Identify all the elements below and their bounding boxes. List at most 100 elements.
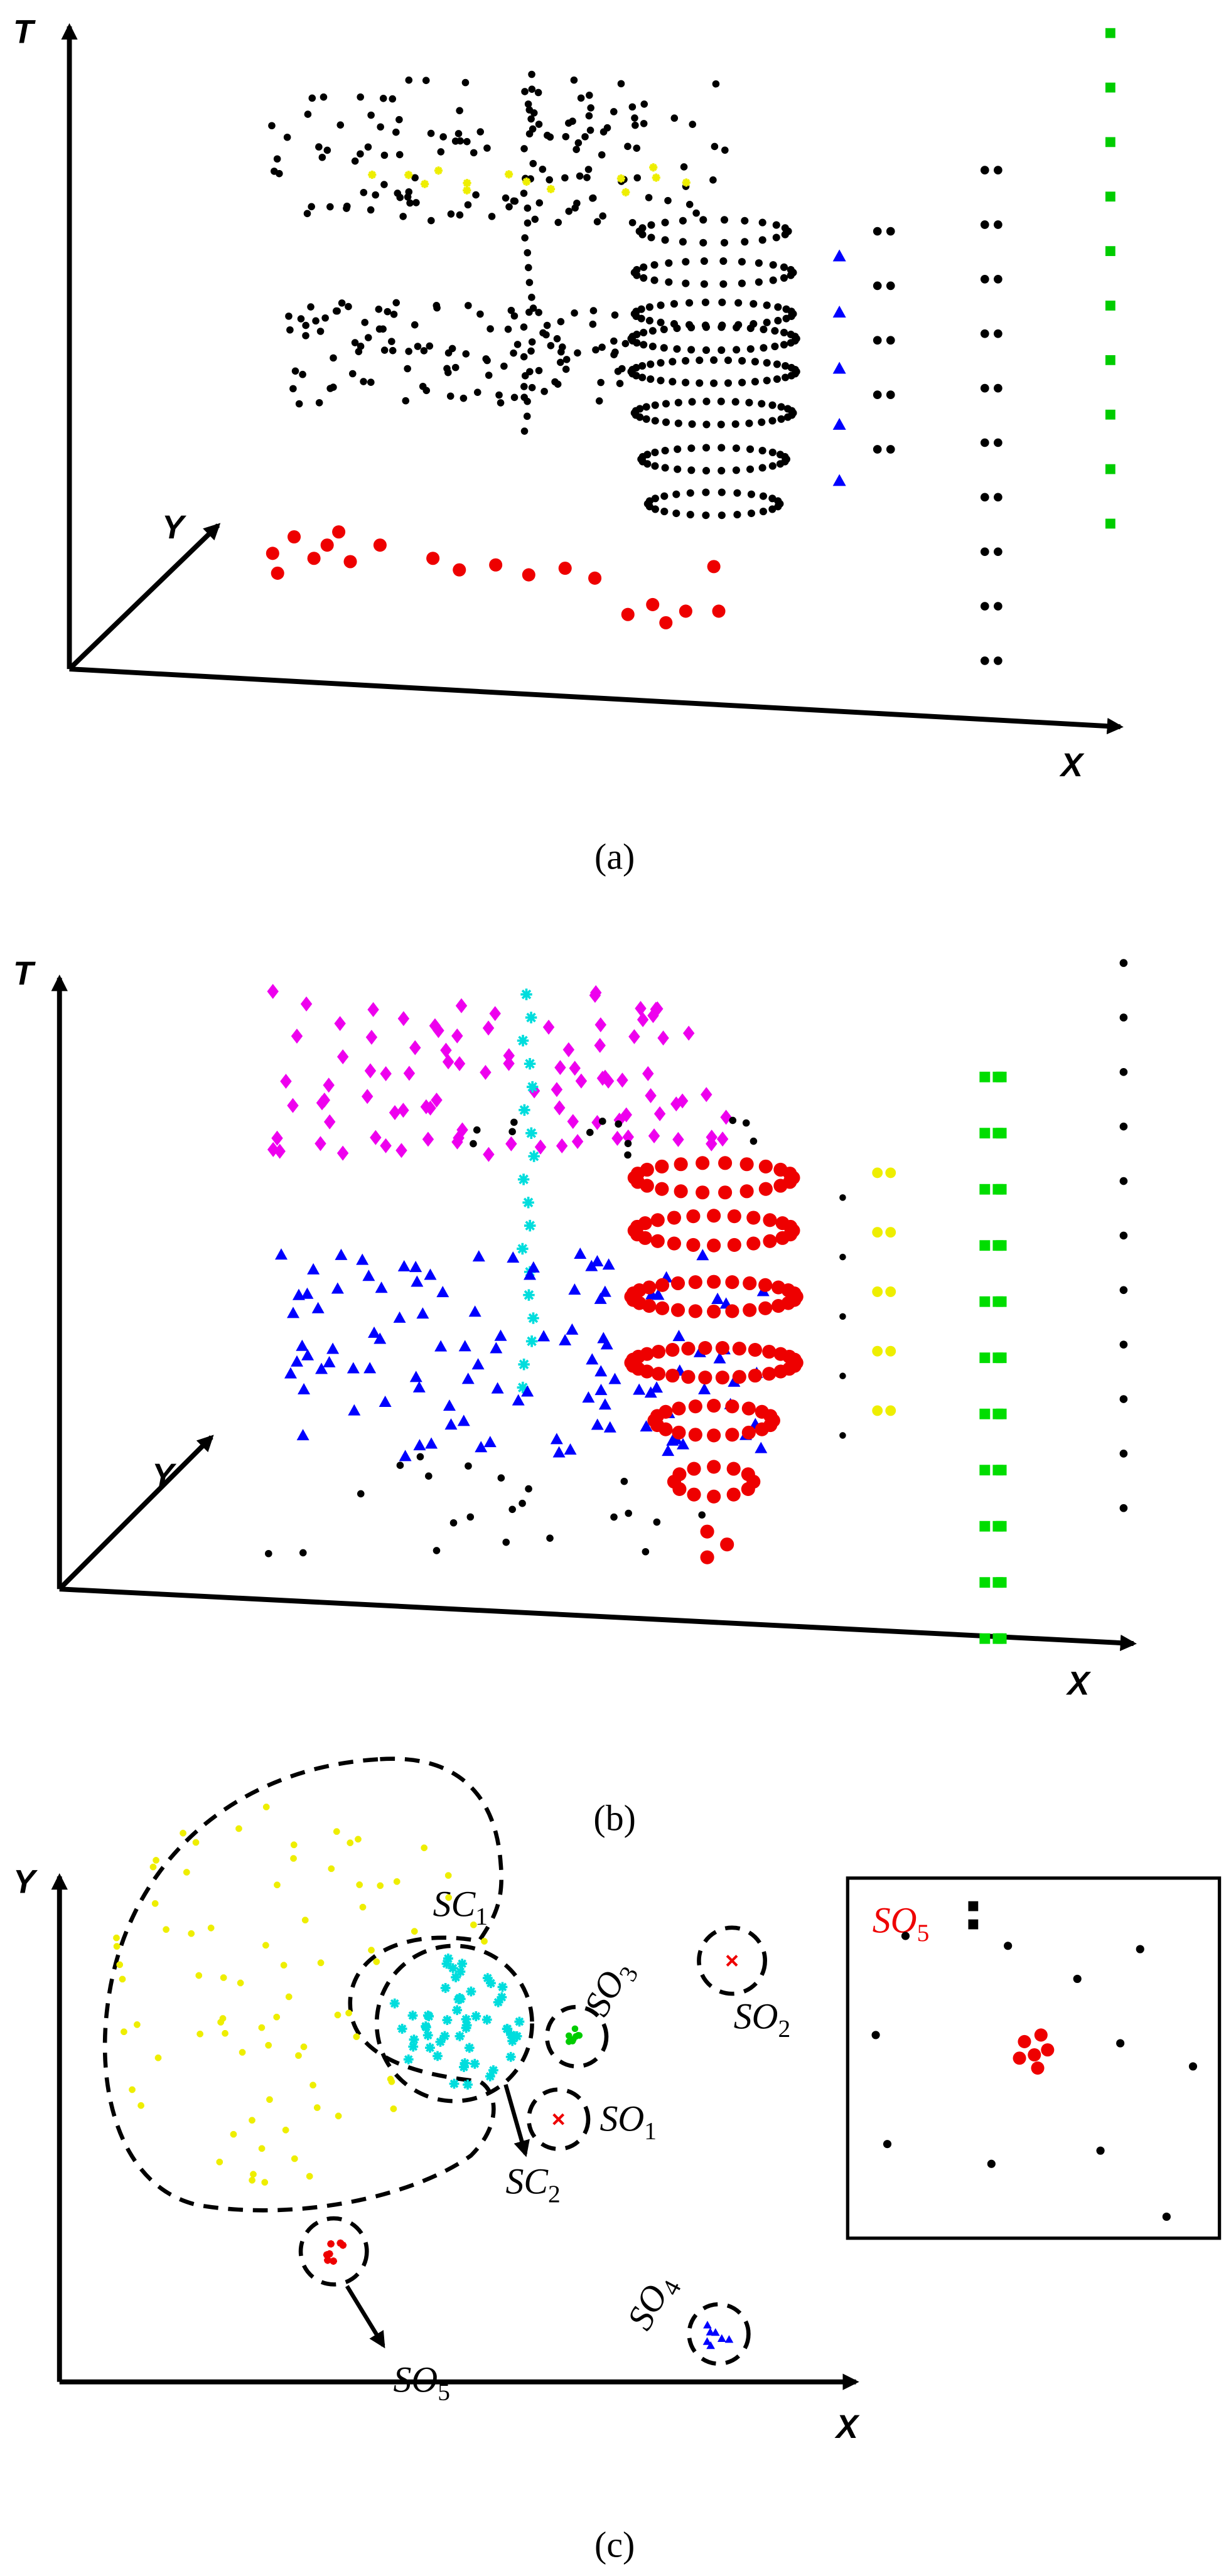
cluster-label: SO1: [599, 2098, 656, 2145]
point: [320, 93, 328, 101]
point: [405, 188, 413, 196]
point: [542, 1019, 555, 1035]
point: [670, 1276, 685, 1291]
point: [554, 1060, 566, 1076]
axis-label: X: [1059, 747, 1085, 784]
point: [424, 1268, 437, 1280]
point: [996, 1520, 1007, 1532]
point: [628, 103, 637, 111]
point: [716, 1131, 729, 1147]
point: [476, 128, 485, 136]
point: [449, 2078, 460, 2089]
point: [528, 294, 535, 301]
point: [1041, 2043, 1055, 2057]
point: [412, 199, 420, 206]
point: [787, 339, 795, 347]
point: [460, 394, 468, 402]
point: [661, 236, 669, 244]
point: [715, 1340, 729, 1355]
point: [762, 1367, 777, 1381]
point: [667, 1211, 681, 1225]
point: [610, 1513, 618, 1521]
cluster-label: SO4: [619, 2267, 687, 2339]
point: [119, 1975, 126, 1983]
point: [885, 1286, 896, 1297]
point: [645, 303, 653, 311]
point: [574, 139, 583, 147]
point: [1119, 959, 1128, 967]
point: [411, 1928, 418, 1935]
point: [404, 171, 413, 179]
point: [507, 306, 515, 314]
point: [994, 602, 1003, 611]
point: [718, 511, 726, 520]
point: [527, 115, 535, 123]
point: [980, 493, 989, 502]
point: [788, 407, 796, 415]
point: [758, 1278, 773, 1292]
point: [657, 377, 665, 385]
point: [506, 2029, 516, 2040]
point: [265, 2041, 272, 2049]
point: [613, 1112, 625, 1128]
point: [571, 1134, 584, 1150]
point: [688, 420, 696, 428]
point: [338, 299, 346, 307]
point: [399, 1450, 412, 1462]
point: [651, 494, 659, 503]
point: [497, 399, 505, 407]
point: [994, 329, 1003, 338]
point: [700, 257, 708, 265]
point: [1013, 2051, 1026, 2065]
point: [409, 1040, 421, 1056]
point: [534, 88, 542, 97]
point: [488, 213, 496, 220]
point: [733, 489, 741, 497]
point: [351, 339, 359, 346]
point: [872, 1167, 883, 1178]
point: [336, 1145, 349, 1161]
point: [602, 1073, 615, 1089]
point: [763, 359, 771, 367]
point: [647, 375, 655, 383]
inset-label: SO5: [873, 1900, 930, 1947]
point: [455, 1967, 466, 1977]
point: [397, 2024, 407, 2034]
point: [471, 2011, 481, 2021]
point: [732, 1342, 746, 1356]
point: [518, 1359, 530, 1371]
point: [323, 146, 331, 154]
point: [183, 1869, 190, 1876]
point: [546, 176, 554, 184]
point: [451, 1972, 461, 1982]
point: [566, 1323, 579, 1335]
clusters: [102, 1756, 768, 2366]
point: [458, 1340, 471, 1352]
point: [285, 1993, 293, 2001]
point: [456, 107, 463, 115]
point: [434, 166, 443, 175]
point: [308, 94, 316, 102]
point: [758, 464, 766, 472]
point: [412, 1381, 426, 1392]
point: [682, 356, 690, 365]
point: [439, 133, 447, 141]
point: [1119, 1450, 1128, 1458]
point: [551, 378, 559, 386]
point: [672, 1131, 684, 1147]
point: [763, 318, 771, 326]
point: [274, 1881, 281, 1889]
point: [216, 2158, 223, 2166]
point: [574, 1248, 587, 1259]
point: [602, 1258, 615, 1270]
point: [442, 1054, 454, 1070]
point: [1105, 28, 1115, 38]
point: [651, 1344, 666, 1359]
point: [746, 1211, 761, 1225]
point: [758, 1301, 773, 1315]
point: [672, 509, 680, 518]
point: [299, 1549, 307, 1557]
point: [625, 1509, 632, 1517]
point: [448, 345, 456, 353]
